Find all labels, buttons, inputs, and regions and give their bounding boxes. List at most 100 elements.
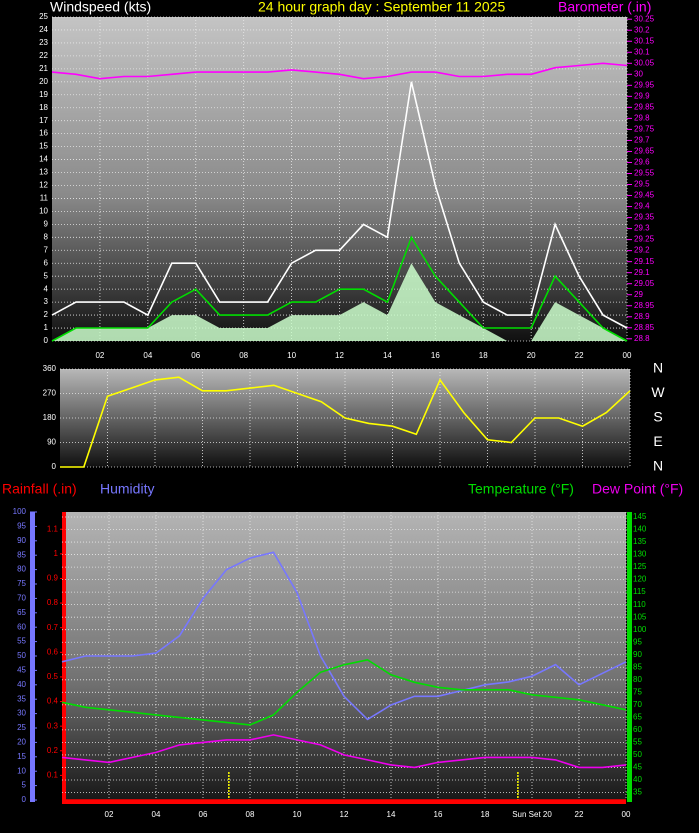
rain-tick-label: 0.8 <box>47 598 59 607</box>
y-tick-label: 30 <box>17 709 26 718</box>
y2-tick-label: 135 <box>633 537 647 546</box>
x-tick-label: 12 <box>335 351 344 360</box>
x-tick-label: 10 <box>287 351 296 360</box>
y-tick-label: 60 <box>17 622 26 631</box>
y-tick-label: 0 <box>52 462 57 471</box>
y2-tick-label: 90 <box>633 650 642 659</box>
y2-tick-label: 29.9 <box>634 91 650 100</box>
y-tick-label: 20 <box>17 738 26 747</box>
rain-tick-label: 0.4 <box>47 697 59 706</box>
compass-label: N <box>653 360 663 376</box>
y2-tick-label: 45 <box>633 763 642 772</box>
y-tick-label: 7 <box>44 245 49 254</box>
y-tick-label: 23 <box>39 38 48 47</box>
y-tick-label: 360 <box>43 364 57 373</box>
compass-label: S <box>653 409 662 425</box>
y2-tick-label: 29.6 <box>634 158 650 167</box>
y2-tick-label: 30.05 <box>634 58 655 67</box>
y2-tick-label: 29.35 <box>634 213 655 222</box>
legend-temperature: Temperature (°F) <box>468 481 574 497</box>
y2-tick-label: 115 <box>633 587 646 596</box>
line-series <box>51 81 628 329</box>
rain-tick-label: 1.1 <box>47 524 59 533</box>
x-tick-label: 14 <box>387 810 396 819</box>
line-series <box>60 376 631 468</box>
y2-tick-label: 130 <box>633 550 647 559</box>
y2-tick-label: 29.45 <box>634 191 655 200</box>
y-tick-label: 75 <box>17 579 26 588</box>
y2-tick-label: 29.05 <box>634 279 655 288</box>
x-tick-label: 06 <box>191 351 200 360</box>
x-tick-label: 04 <box>143 351 152 360</box>
y-tick-label: 4 <box>44 284 49 293</box>
y2-tick-label: 40 <box>633 775 642 784</box>
y2-tick-label: 29.3 <box>634 224 650 233</box>
y2-tick-label: 125 <box>633 562 647 571</box>
y-tick-label: 90 <box>17 536 26 545</box>
y-tick-label: 8 <box>44 232 49 241</box>
x-tick-label: 08 <box>239 351 248 360</box>
y-tick-label: 20 <box>39 77 48 86</box>
x-tick-label: 22 <box>575 351 584 360</box>
y2-tick-label: 29.8 <box>634 113 650 122</box>
y2-tick-label: 50 <box>633 750 642 759</box>
rain-tick-label: 0.2 <box>47 746 59 755</box>
y2-tick-label: 30.15 <box>634 36 655 45</box>
rain-axis-bar <box>62 512 66 802</box>
rain-tick-label: 0.6 <box>47 647 59 656</box>
y-tick-label: 0 <box>22 795 27 804</box>
line-series <box>61 551 627 721</box>
y-tick-label: 10 <box>17 766 26 775</box>
x-tick-label: 16 <box>431 351 440 360</box>
y-tick-label: 90 <box>47 438 56 447</box>
y2-tick-label: 29.4 <box>634 202 650 211</box>
line-series <box>51 235 628 342</box>
y2-tick-label: 29.75 <box>634 125 655 134</box>
wind-axis-title: Windspeed (kts) <box>50 0 151 15</box>
rain-tick-label: 0.7 <box>47 623 59 632</box>
y2-tick-label: 28.85 <box>634 323 655 332</box>
compass-label: W <box>651 384 665 400</box>
humidity-axis-bar <box>30 512 35 802</box>
y-tick-label: 18 <box>39 103 48 112</box>
y2-tick-label: 29.1 <box>634 268 650 277</box>
line-series <box>61 658 627 726</box>
y-tick-label: 21 <box>39 64 48 73</box>
y2-tick-label: 29.55 <box>634 169 655 178</box>
legend-dew-point: Dew Point (°F) <box>592 481 683 497</box>
y2-tick-label: 30.25 <box>634 14 655 23</box>
y2-tick-label: 95 <box>633 637 642 646</box>
y2-tick-label: 120 <box>633 575 647 584</box>
y2-tick-label: 60 <box>633 725 642 734</box>
y-tick-label: 25 <box>17 723 26 732</box>
x-tick-label: 14 <box>383 351 392 360</box>
x-tick-label: 16 <box>434 810 443 819</box>
y-tick-label: 22 <box>39 51 48 60</box>
y-tick-label: 0 <box>44 336 49 345</box>
y-tick-label: 19 <box>39 90 48 99</box>
y2-tick-label: 75 <box>633 687 642 696</box>
x-tick-label: 08 <box>246 810 255 819</box>
y2-tick-label: 29.65 <box>634 147 655 156</box>
rain-tick-label: 0.5 <box>47 672 59 681</box>
y-tick-label: 10 <box>39 207 48 216</box>
x-tick-label: 18 <box>479 351 488 360</box>
y-tick-label: 24 <box>39 25 48 34</box>
y-tick-label: 25 <box>39 12 48 21</box>
y-tick-label: 180 <box>43 413 57 422</box>
rain-tick-label: 0.9 <box>47 574 59 583</box>
y2-tick-label: 70 <box>633 700 642 709</box>
y2-tick-label: 55 <box>633 738 642 747</box>
y-tick-label: 35 <box>17 694 26 703</box>
y-tick-label: 16 <box>39 129 48 138</box>
rain-tick-label: 0.1 <box>47 770 59 779</box>
y-tick-label: 9 <box>44 219 49 228</box>
y-tick-label: 80 <box>17 565 26 574</box>
y-tick-label: 5 <box>44 271 49 280</box>
y-tick-label: 70 <box>17 594 26 603</box>
x-tick-label: 00 <box>623 351 632 360</box>
y2-tick-label: 30.1 <box>634 47 650 56</box>
x-tick-label: 02 <box>95 351 104 360</box>
y2-tick-label: 29.15 <box>634 257 655 266</box>
